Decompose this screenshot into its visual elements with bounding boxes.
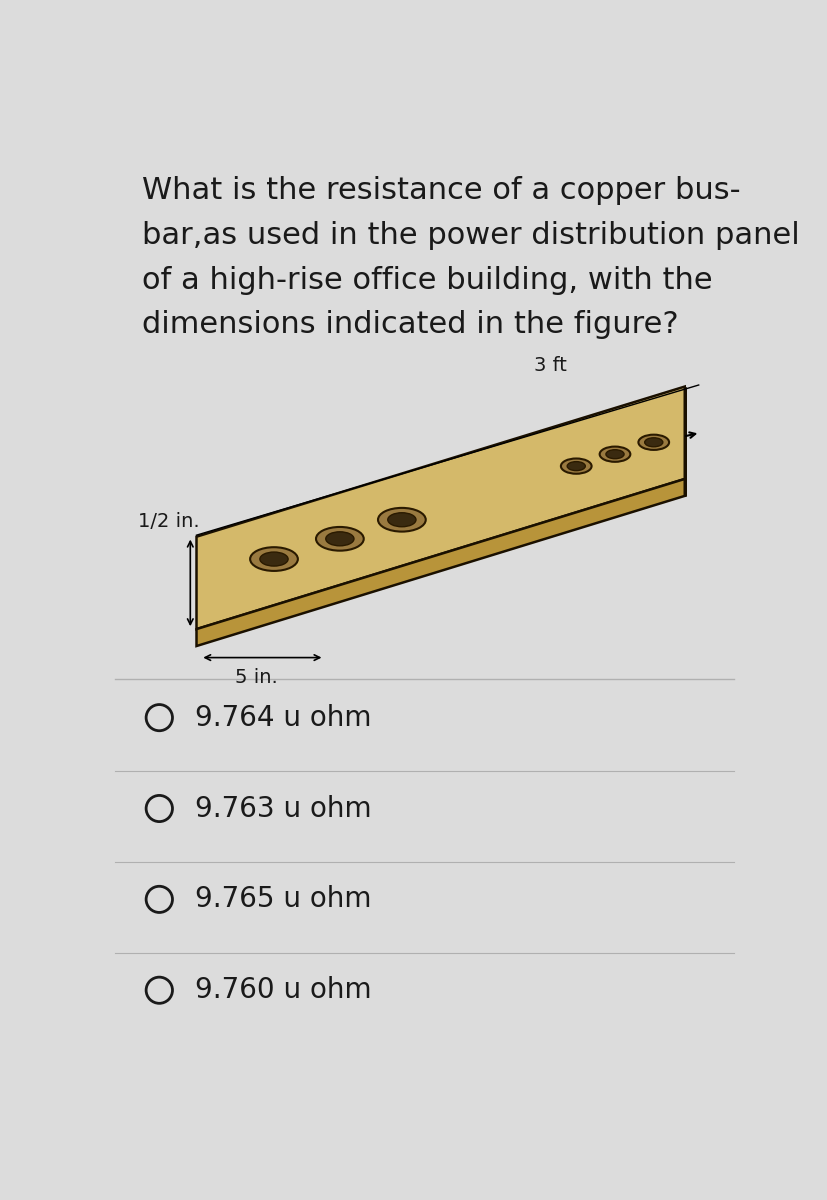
Ellipse shape (599, 446, 629, 462)
Text: 9.763 u ohm: 9.763 u ohm (194, 794, 371, 822)
Text: 1/2 in.: 1/2 in. (138, 511, 200, 530)
Text: 9.765 u ohm: 9.765 u ohm (194, 886, 371, 913)
Ellipse shape (260, 552, 288, 566)
Text: 5 in.: 5 in. (235, 668, 278, 688)
Ellipse shape (325, 532, 354, 546)
Ellipse shape (250, 547, 298, 571)
Polygon shape (196, 386, 684, 629)
Text: of a high-rise office building, with the: of a high-rise office building, with the (142, 265, 712, 295)
Ellipse shape (638, 434, 668, 450)
Ellipse shape (387, 512, 415, 527)
Ellipse shape (605, 450, 624, 458)
Text: 9.764 u ohm: 9.764 u ohm (194, 703, 371, 732)
Text: dimensions indicated in the figure?: dimensions indicated in the figure? (142, 311, 678, 340)
Ellipse shape (644, 438, 662, 446)
Ellipse shape (566, 462, 585, 470)
Ellipse shape (316, 527, 363, 551)
Polygon shape (196, 479, 684, 646)
Ellipse shape (560, 458, 590, 474)
Text: 9.760 u ohm: 9.760 u ohm (194, 977, 371, 1004)
Text: bar,as used in the power distribution panel: bar,as used in the power distribution pa… (142, 221, 799, 250)
Text: What is the resistance of a copper bus-: What is the resistance of a copper bus- (142, 176, 740, 205)
Ellipse shape (378, 508, 425, 532)
Text: 3 ft: 3 ft (533, 356, 566, 374)
